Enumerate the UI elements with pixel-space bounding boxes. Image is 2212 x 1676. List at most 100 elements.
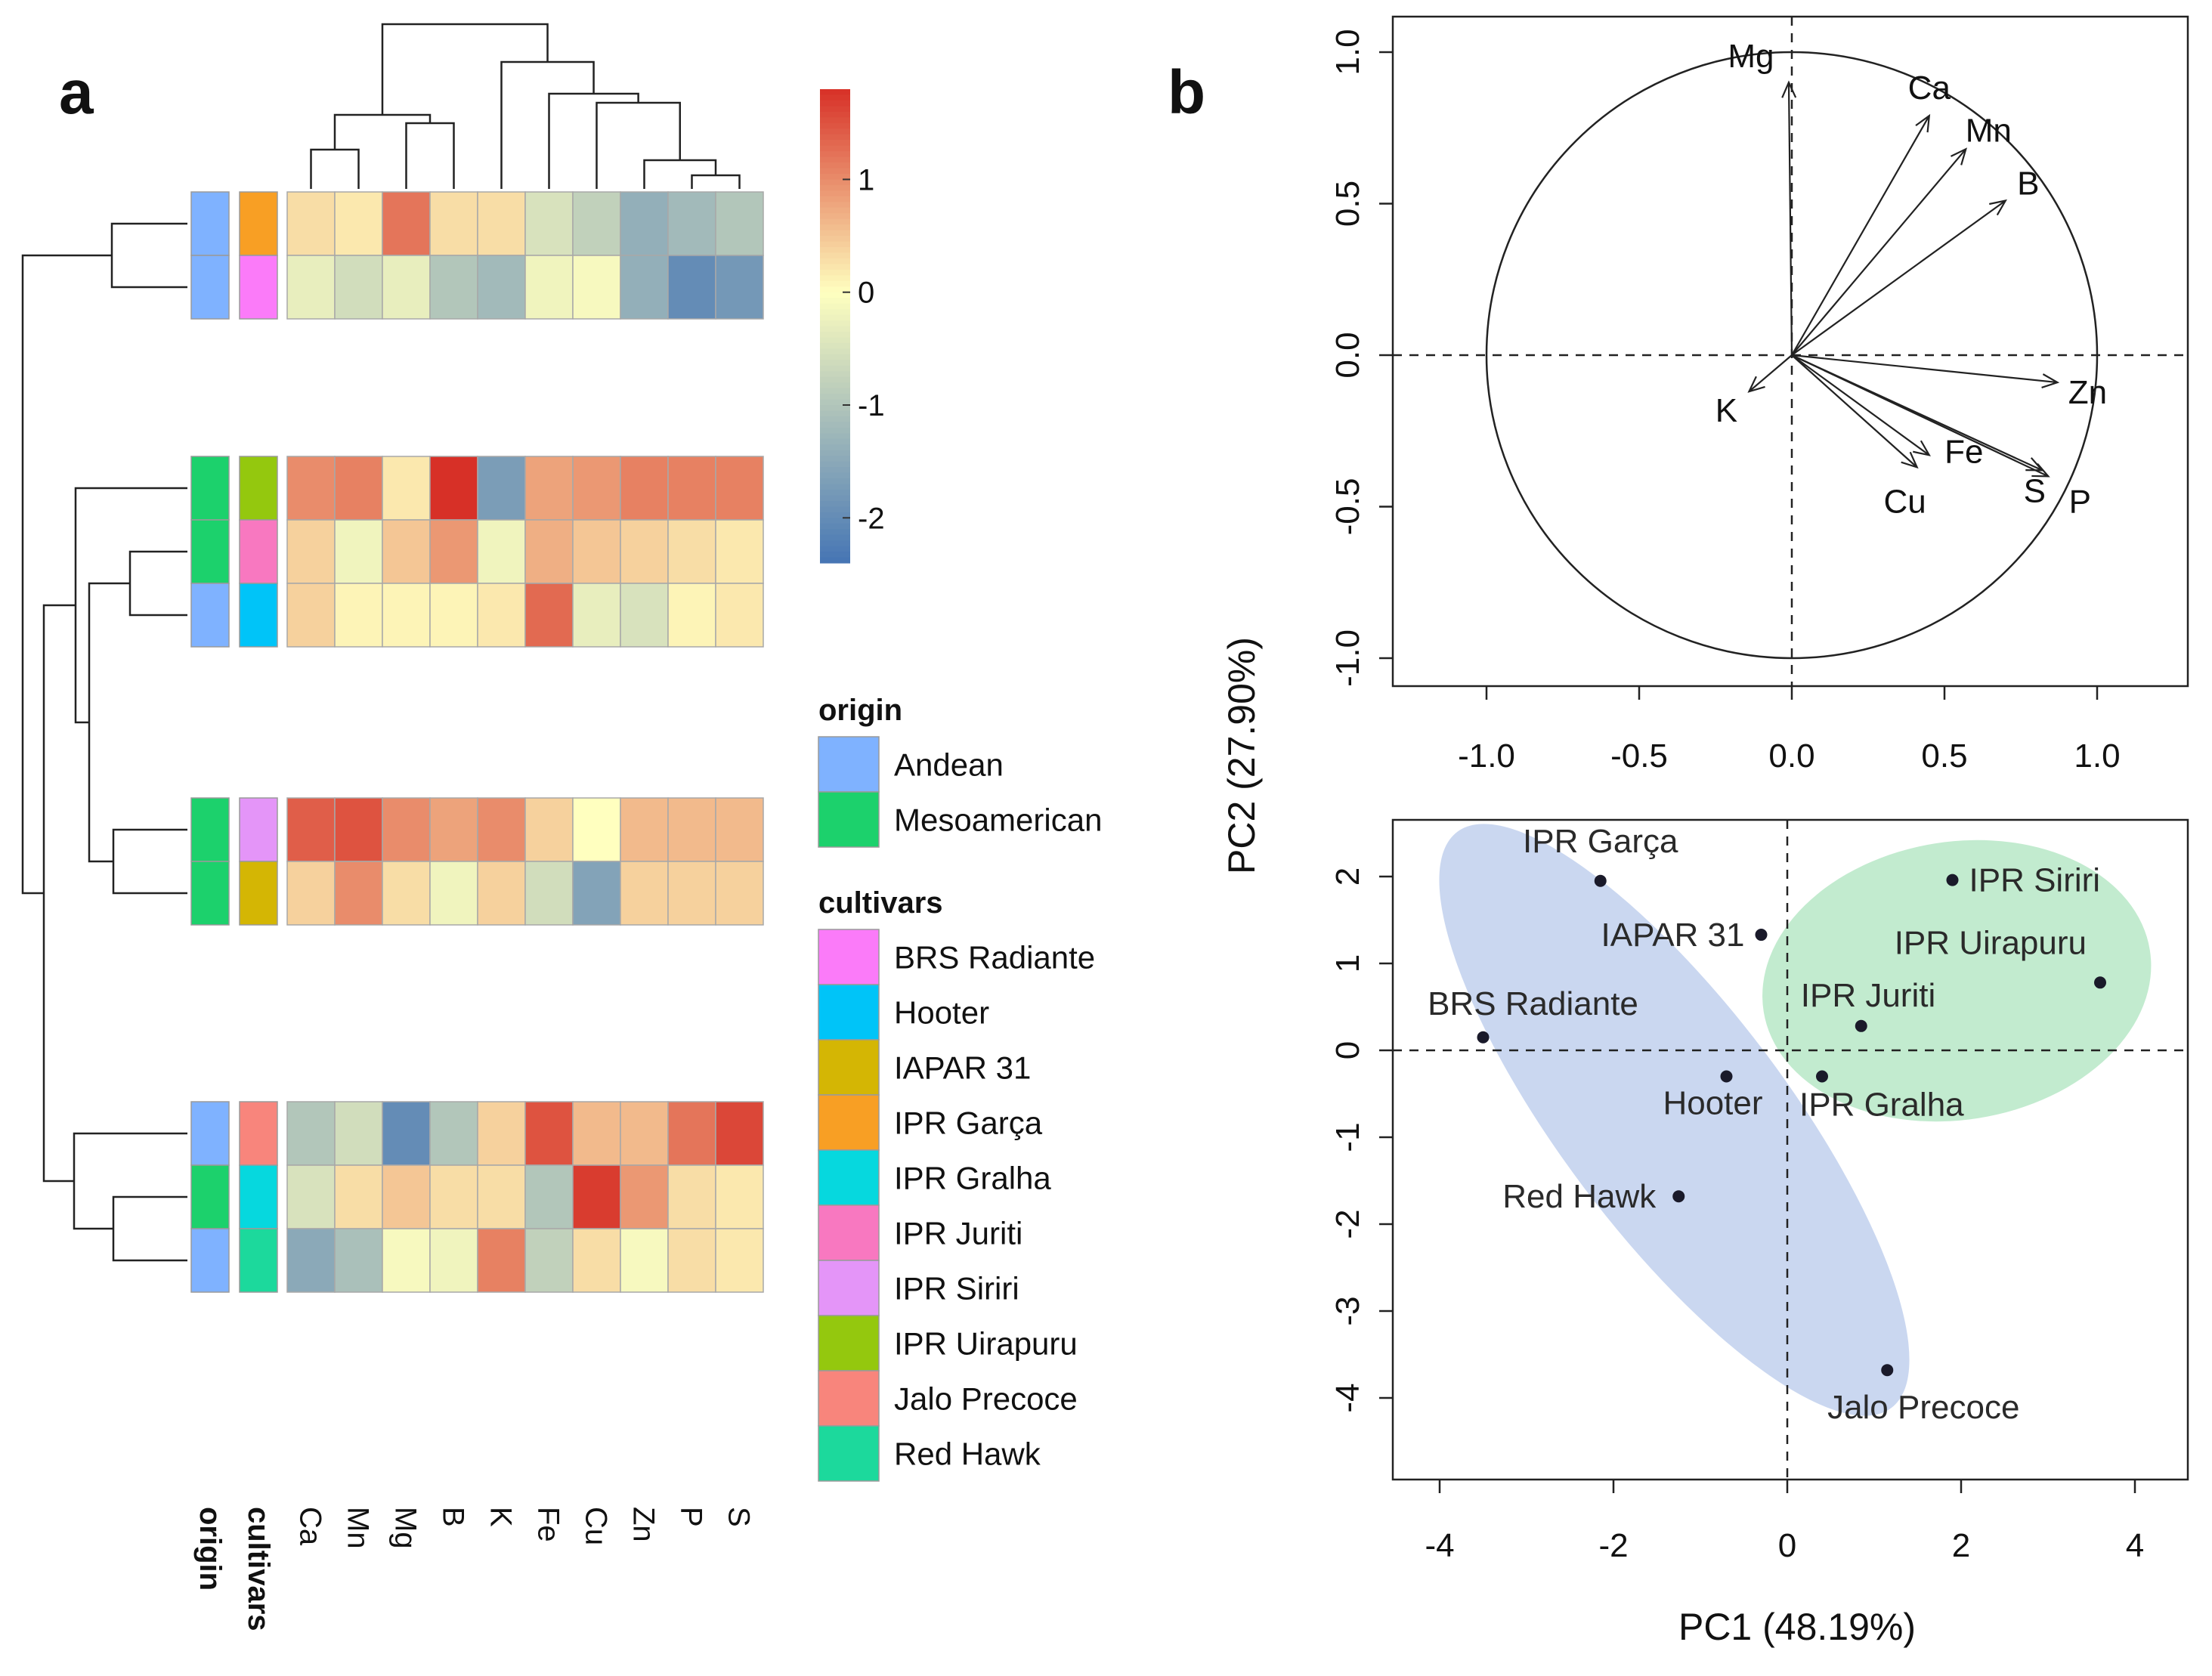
color-scale-step xyxy=(820,173,850,181)
loading-vector xyxy=(1748,354,1793,392)
column-label: B xyxy=(437,1507,470,1527)
heatmap-cell xyxy=(286,1228,336,1293)
column-dendrogram-branch xyxy=(500,60,595,189)
heatmap-cell xyxy=(334,583,383,648)
color-scale-step xyxy=(820,298,850,305)
heatmap-cell xyxy=(334,797,383,862)
color-scale-step xyxy=(820,360,850,366)
loading-vector-label: Ca xyxy=(1908,70,1951,107)
heatmap-cell xyxy=(620,456,669,521)
pca-score-plot: -4 -2 0 2 4 -4 -3 -2 -1 0 1 2 PC1 (48.19%) IPR Garça I… xyxy=(1329,818,2189,1648)
color-scale-bar: 1 0 -1 -2 xyxy=(820,89,885,564)
heatmap-cell xyxy=(477,255,526,320)
origin-cell xyxy=(190,1164,230,1229)
heatmap-cell xyxy=(667,1228,716,1293)
score-point xyxy=(1881,1364,1894,1377)
origin-cell xyxy=(190,1228,230,1293)
heatmap-cell xyxy=(334,861,383,926)
origin-axis-label: origin xyxy=(193,1507,227,1591)
color-scale-step xyxy=(820,280,850,287)
color-scale-step xyxy=(820,461,850,468)
circle-plot-frame xyxy=(1391,15,2189,688)
color-scale-step xyxy=(820,224,850,231)
origin-cell xyxy=(190,456,230,521)
color-scale-step xyxy=(820,489,850,496)
origin-cell xyxy=(190,583,230,648)
color-scale-step xyxy=(820,179,850,186)
heatmap-cell xyxy=(429,797,478,862)
score-y-tick-label: -4 xyxy=(1329,1383,1366,1412)
color-scale-step xyxy=(820,523,850,530)
color-scale-step xyxy=(820,546,850,552)
cultivars-axis-label: cultivars xyxy=(242,1507,275,1631)
circle-y-tick-label: -0.5 xyxy=(1329,478,1366,536)
pca-correlation-circle: -1.0 -0.5 0.0 0.5 1.0 -1.0 -0.5 0.0 0.5 1.0 PC2 (2… xyxy=(1220,15,2189,874)
panel-a-label: a xyxy=(59,58,94,127)
color-scale-step xyxy=(820,309,850,316)
color-scale-step xyxy=(820,286,850,293)
row-dendrogram-branch xyxy=(112,1195,187,1262)
heatmap-cell xyxy=(715,191,764,256)
score-y-tick-label: -2 xyxy=(1329,1209,1366,1238)
color-scale-step xyxy=(820,348,850,355)
heatmap-cell xyxy=(286,797,336,862)
origin-cell xyxy=(190,191,230,256)
cultivar-cell xyxy=(239,583,278,648)
heatmap-cell xyxy=(667,191,716,256)
column-label: Zn xyxy=(627,1507,661,1542)
color-scale-step xyxy=(820,540,850,547)
loading-vector-label: Cu xyxy=(1884,483,1926,520)
column-dendrogram-branch xyxy=(548,92,639,189)
score-point xyxy=(1946,874,1959,886)
color-scale-step xyxy=(820,122,850,129)
color-scale-step xyxy=(820,467,850,474)
loading-vector-arrowhead xyxy=(1989,199,2007,216)
heatmap-cell xyxy=(286,255,336,320)
heatmap-cell xyxy=(477,191,526,256)
heatmap-cell xyxy=(477,1164,526,1229)
score-x-tick-label: 4 xyxy=(2126,1527,2144,1564)
heatmap-cell xyxy=(382,1101,431,1166)
cultivar-cell xyxy=(239,255,278,320)
color-scale-step xyxy=(820,422,850,428)
color-scale-step xyxy=(820,331,850,339)
column-dendrogram-branch xyxy=(691,174,741,189)
heatmap-cell xyxy=(620,191,669,256)
heatmap-cell xyxy=(286,583,336,648)
color-scale-step xyxy=(820,162,850,169)
cultivar-legend-swatch xyxy=(818,1315,880,1371)
heatmap-cell xyxy=(477,456,526,521)
color-scale-step xyxy=(820,552,850,558)
color-scale-step xyxy=(820,371,850,378)
score-x-tick-label: 2 xyxy=(1952,1527,1970,1564)
heatmap-cell xyxy=(382,583,431,648)
heatmap-cell xyxy=(620,797,669,862)
color-scale-step xyxy=(820,500,850,507)
origin-legend-swatch xyxy=(818,791,880,848)
color-scale-step xyxy=(820,410,850,417)
score-point-label: IPR Uirapuru xyxy=(1895,924,2087,961)
color-scale-step xyxy=(820,168,850,175)
color-scale-step xyxy=(820,252,850,259)
score-y-tick-label: -1 xyxy=(1329,1122,1366,1152)
loading-vector xyxy=(1791,354,1918,468)
color-scale-step xyxy=(820,444,850,451)
heatmap-cell xyxy=(477,861,526,926)
pc1-axis-title: PC1 (48.19%) xyxy=(1678,1606,1916,1648)
column-dendrogram-branch xyxy=(381,23,549,115)
circle-x-tick-label: -0.5 xyxy=(1610,738,1668,775)
color-scale-step xyxy=(820,145,850,152)
score-y-tick-label: 0 xyxy=(1329,1041,1366,1059)
score-point-label: Hooter xyxy=(1663,1085,1762,1122)
heatmap-cell xyxy=(382,519,431,584)
circle-x-tick-label: 1.0 xyxy=(2074,738,2120,775)
cultivar-legend-swatch xyxy=(818,1425,880,1482)
color-scale-step xyxy=(820,196,850,203)
color-scale-step xyxy=(820,518,850,524)
circle-y-tick-label: 0.5 xyxy=(1329,181,1366,227)
heatmap-cell xyxy=(667,255,716,320)
heatmap-cell xyxy=(715,456,764,521)
color-scale-step xyxy=(820,399,850,406)
cultivar-legend-swatch xyxy=(818,1260,880,1316)
heatmap-cell xyxy=(620,255,669,320)
